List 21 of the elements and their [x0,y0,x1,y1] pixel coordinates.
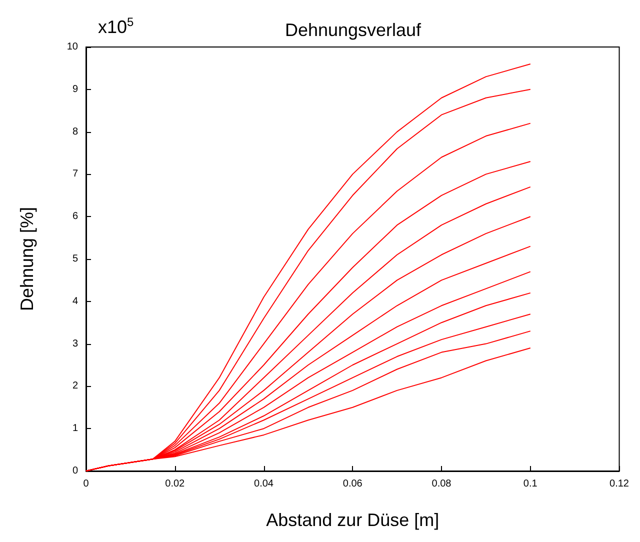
x-tick-label: 0.04 [254,478,274,490]
y-tick-label: 1 [72,423,78,434]
y-tick-label: 2 [72,380,78,392]
y-axis-title: Dehnung [%] [17,206,37,312]
y-tick-label: 8 [72,126,78,138]
x-tick-label: 0.02 [165,478,186,490]
x-tick-label: 0.06 [342,478,363,490]
y-tick-label: 7 [72,168,78,180]
y-tick-label: 3 [72,338,78,350]
y-tick-label: 5 [72,254,78,264]
x-tick-label: 0.08 [432,478,452,490]
x-tick-label: 0.12 [610,478,630,490]
y-tick-label: 4 [72,296,78,307]
x-tick-label: 0 [83,478,90,490]
x-axis-title: Abstand zur Düse [m] [266,510,440,530]
y-tick-label: 10 [66,42,78,52]
chart-title: Dehnungsverlauf [284,20,422,40]
x-tick-label: 0.1 [523,478,538,490]
y-tick-label: 9 [72,84,78,95]
y-tick-label: 0 [72,466,78,476]
y-tick-label: 6 [72,211,78,222]
